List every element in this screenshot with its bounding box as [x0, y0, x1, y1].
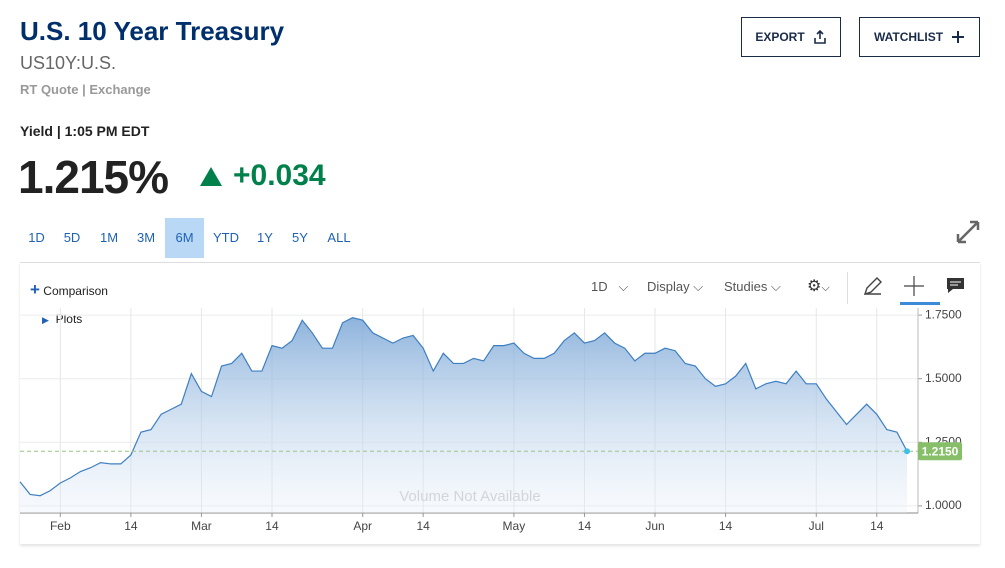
plots-toggle[interactable]: ▶ Plots — [42, 312, 83, 326]
quote-info: RT Quote | Exchange — [20, 82, 151, 97]
up-arrow — [200, 167, 222, 186]
range-button[interactable]: 6M — [165, 218, 204, 258]
range-button[interactable]: 1D — [28, 230, 45, 245]
range-button[interactable]: 3M — [136, 230, 156, 245]
comparison-button[interactable]: + Comparison — [30, 280, 108, 299]
plus-icon — [952, 31, 965, 43]
range-button[interactable]: ALL — [327, 230, 351, 245]
title: U.S. 10 Year Treasury — [20, 16, 285, 46]
crosshair-icon[interactable] — [900, 272, 940, 306]
interval-menu[interactable]: 1D ⌵ — [591, 279, 629, 294]
display-menu[interactable]: Display ⌵ — [647, 279, 704, 294]
plots-label: Plots — [55, 312, 83, 326]
yield-label: Yield | 1:05 PM EDT — [20, 123, 150, 139]
range-button[interactable]: 5Y — [292, 230, 308, 245]
price: 1.215% — [18, 151, 169, 203]
range-button[interactable]: YTD — [213, 230, 239, 245]
export-label: EXPORT — [755, 30, 805, 44]
display-label: Display — [647, 279, 690, 294]
interval-label: 1D — [591, 279, 608, 294]
comment-icon[interactable] — [945, 276, 967, 296]
export-icon — [813, 30, 826, 44]
draw-icon[interactable] — [862, 275, 884, 297]
change: +0.034 — [233, 159, 326, 192]
expand-icon[interactable] — [954, 218, 982, 246]
watchlist-button[interactable]: WATCHLIST — [859, 17, 980, 57]
studies-label: Studies — [724, 279, 768, 294]
studies-menu[interactable]: Studies ⌵ — [724, 279, 781, 294]
settings-menu[interactable]: ⚙⌵ — [807, 278, 830, 295]
range-button[interactable]: 5D — [63, 230, 81, 245]
comparison-label: Comparison — [43, 284, 108, 298]
watchlist-label: WATCHLIST — [873, 30, 944, 44]
range-button[interactable]: 1M — [99, 230, 119, 245]
divider — [847, 272, 848, 304]
chart-panel — [20, 262, 980, 544]
export-button[interactable]: EXPORT — [741, 17, 841, 57]
range-button[interactable]: 1Y — [257, 230, 273, 245]
symbol: US10Y:U.S. — [20, 53, 117, 73]
